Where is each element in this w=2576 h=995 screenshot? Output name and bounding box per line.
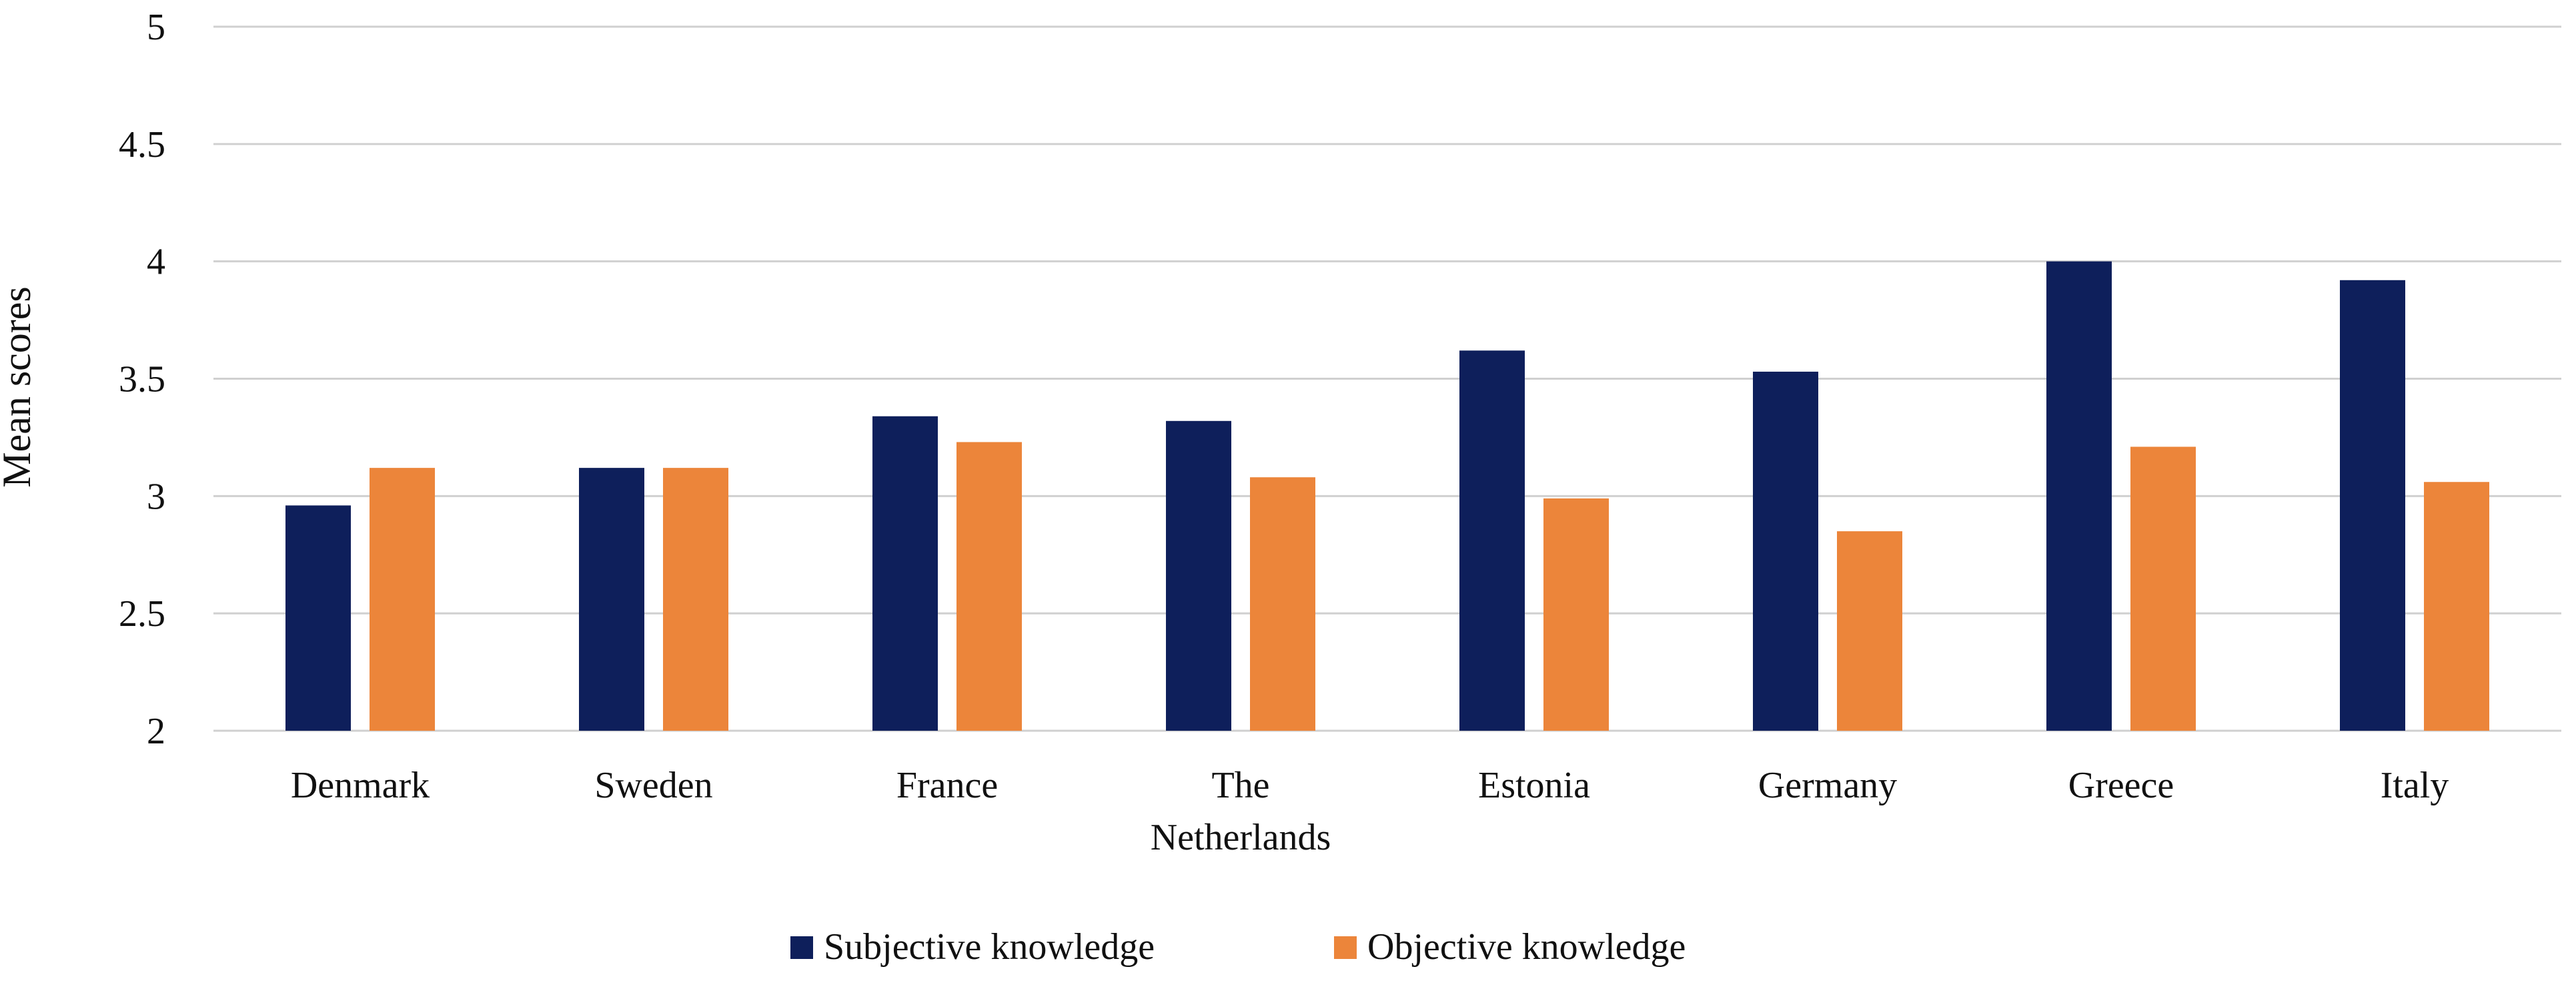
y-tick-label: 2.5 [119,593,165,635]
x-category-label: France [896,765,998,806]
y-tick-label: 4.5 [119,124,165,165]
bar-objective [1837,531,1902,731]
x-category-label: Greece [2068,765,2174,806]
bar-objective [370,468,435,731]
x-axis-categories: Denmark Sweden France The Netherlands Estonia… [291,765,2449,858]
legend-swatch [790,936,813,959]
x-category-label: Germany [1758,765,1897,806]
legend: Subjective knowledge Objective knowledge [790,926,1686,968]
bar-objective [956,442,1022,731]
y-tick-label: 2 [147,711,165,752]
bar-objective [663,468,728,731]
bar-objective [1250,477,1315,731]
bar-objective [2130,446,2196,731]
y-axis-ticks: 2 2.5 3 3.5 4 4.5 5 [119,7,165,752]
bar-subjective [2340,280,2405,731]
bar-objective [2424,482,2489,731]
bar-subjective [1166,420,1231,731]
x-category-label: The [1211,765,1269,806]
bar-objective [1543,498,1609,731]
bars [285,261,2489,731]
x-category-label: Netherlands [1151,817,1331,858]
bar-subjective [285,505,351,731]
x-category-label: Italy [2381,765,2449,806]
y-tick-label: 3.5 [119,359,165,400]
y-tick-label: 3 [147,476,165,517]
x-category-label: Sweden [594,765,712,806]
bar-subjective [579,468,644,731]
legend-swatch [1334,936,1357,959]
bar-subjective [872,416,938,731]
y-tick-label: 4 [147,242,165,283]
x-category-label: Denmark [291,765,430,806]
bar-subjective [1459,350,1525,731]
x-category-label: Estonia [1478,765,1590,806]
gridlines [213,25,2561,732]
y-tick-label: 5 [147,7,165,48]
legend-label: Subjective knowledge [824,926,1155,968]
bar-subjective [2046,261,2112,731]
legend-label: Objective knowledge [1367,926,1686,968]
y-axis-title: Mean scores [0,286,39,488]
bar-subjective [1753,371,1818,731]
